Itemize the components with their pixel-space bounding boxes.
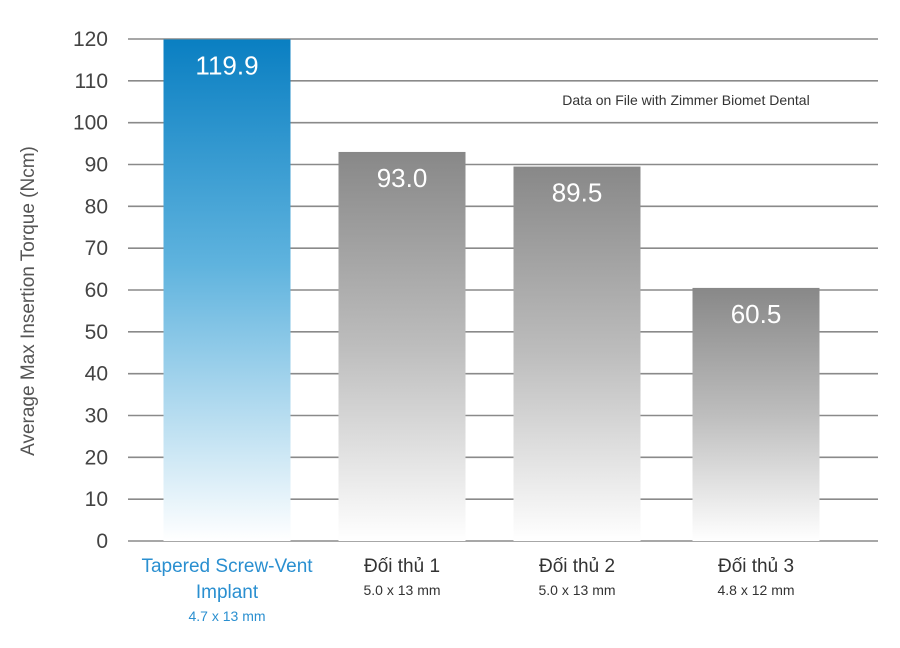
category-label: Đối thủ 2 (539, 556, 615, 577)
category-label: Implant (196, 582, 259, 603)
y-tick-label: 60 (85, 279, 108, 302)
category-label: Đối thủ 1 (364, 556, 440, 577)
bar (692, 287, 820, 541)
bar-value-label: 60.5 (731, 299, 782, 329)
category-label: Đối thủ 3 (718, 556, 794, 577)
y-tick-label: 10 (85, 488, 108, 511)
category-label: Tapered Screw-Vent (141, 556, 313, 577)
y-tick-label: 50 (85, 321, 108, 344)
y-tick-label: 90 (85, 154, 108, 177)
bar (513, 166, 641, 541)
bar (338, 151, 466, 541)
bar-value-label: 89.5 (552, 178, 603, 208)
y-tick-label: 80 (85, 195, 108, 218)
x-axis-categories: Tapered Screw-Vent Implant 4.7 x 13 mm Đối … (141, 556, 794, 624)
y-tick-label: 110 (75, 70, 108, 93)
y-tick-label: 30 (85, 405, 108, 428)
bar-value-label: 119.9 (195, 50, 258, 80)
y-tick-label: 120 (73, 28, 108, 51)
y-axis-label: Average Max Insertion Torque (Ncm) (18, 146, 39, 456)
category-size-label: 5.0 x 13 mm (538, 582, 615, 598)
y-axis-ticks: 0 10 20 30 40 50 60 70 80 90 100 110 120 (73, 28, 108, 553)
source-annotation: Data on File with Zimmer Biomet Dental (562, 92, 809, 108)
bars: 119.9 93.0 89.5 60.5 (163, 39, 820, 541)
y-tick-label: 20 (85, 446, 108, 469)
bar-value-label: 93.0 (377, 163, 428, 193)
y-tick-label: 70 (85, 237, 108, 260)
category-size-label: 4.7 x 13 mm (188, 608, 265, 624)
y-tick-label: 0 (96, 530, 108, 553)
category-size-label: 5.0 x 13 mm (363, 582, 440, 598)
y-tick-label: 40 (85, 363, 108, 386)
bar (163, 39, 291, 541)
category-size-label: 4.8 x 12 mm (717, 582, 794, 598)
y-tick-label: 100 (73, 112, 108, 135)
